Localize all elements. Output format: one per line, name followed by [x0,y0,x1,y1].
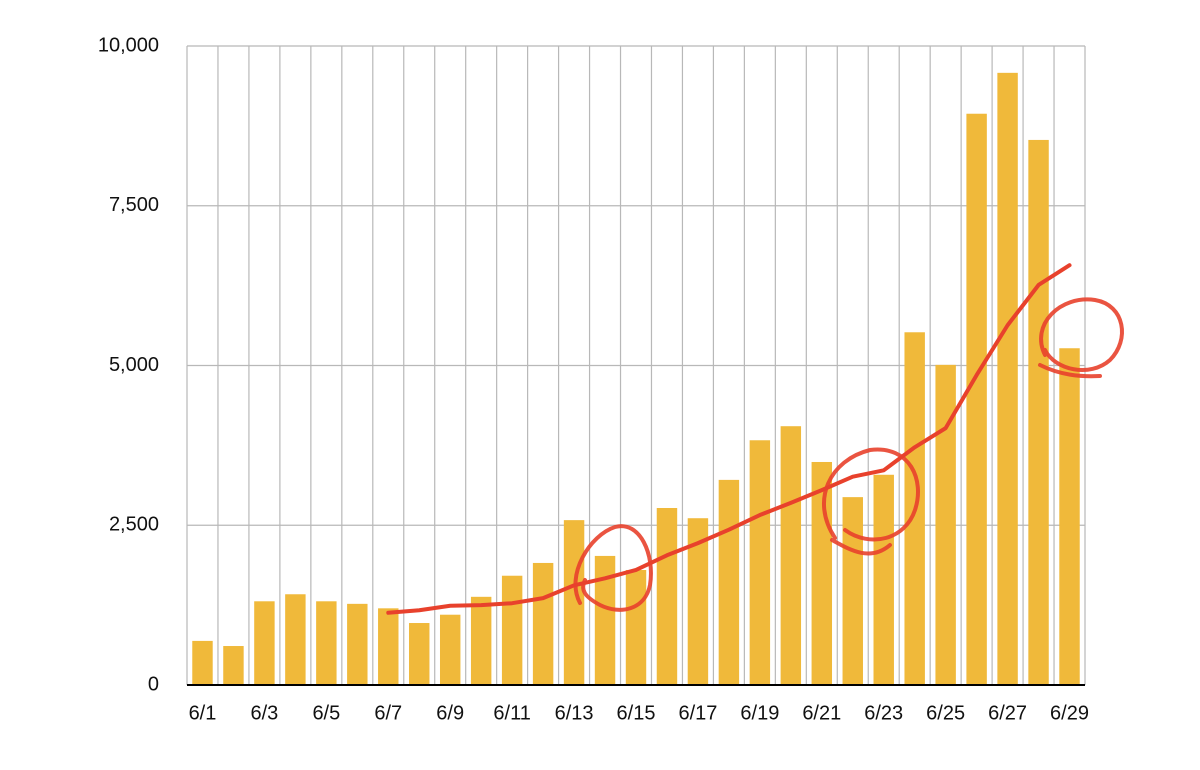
annotation-circle [573,524,653,612]
bar [347,603,368,685]
bar [780,426,802,685]
bar [501,575,523,685]
bar [594,555,616,685]
x-tick-label: 6/13 [555,702,594,724]
plot [192,72,1080,686]
x-tick-label: 6/5 [312,702,340,724]
bar [409,623,430,685]
y-tick-label: 0 [148,673,159,695]
bar [811,461,833,685]
x-tick-label: 6/27 [988,702,1027,724]
x-tick-label: 6/23 [864,702,903,724]
y-tick-label: 2,500 [109,514,159,536]
x-tick-label: 6/15 [617,702,656,724]
bar [470,596,492,685]
x-tick-label: 6/21 [802,702,841,724]
bar [223,646,244,685]
bar [997,72,1018,685]
vertical-grid [186,45,1086,686]
bar [285,594,306,685]
bar [687,518,709,685]
bar [749,440,771,685]
x-tick-label: 6/7 [374,702,402,724]
bar [192,640,213,685]
bar [873,474,894,685]
bar [935,364,956,685]
bar [532,562,554,685]
bar [1059,348,1080,685]
bar [625,569,647,685]
bar [966,113,987,685]
bar [718,479,740,685]
bar [439,614,461,685]
x-tick-label: 6/25 [926,702,965,724]
annotations [573,297,1124,612]
bar [316,601,337,685]
bar [656,507,678,685]
bar [842,497,863,685]
bar [254,601,275,685]
bar [378,608,399,685]
x-tick-label: 6/1 [189,702,217,724]
x-tick-label: 6/29 [1050,702,1089,724]
x-tick-label: 6/9 [436,702,464,724]
x-tick-label: 6/3 [251,702,279,724]
annotation-circle [822,447,920,556]
y-tick-label: 5,000 [109,354,159,376]
trend-line [386,263,1072,615]
x-tick-label: 6/19 [740,702,779,724]
y-tick-label: 10,000 [98,34,159,56]
x-tick-label: 6/11 [493,702,530,724]
y-tick-label: 7,500 [109,194,159,216]
bar [1028,139,1049,686]
x-tick-label: 6/17 [678,702,717,724]
annotation-circle [1038,297,1124,379]
